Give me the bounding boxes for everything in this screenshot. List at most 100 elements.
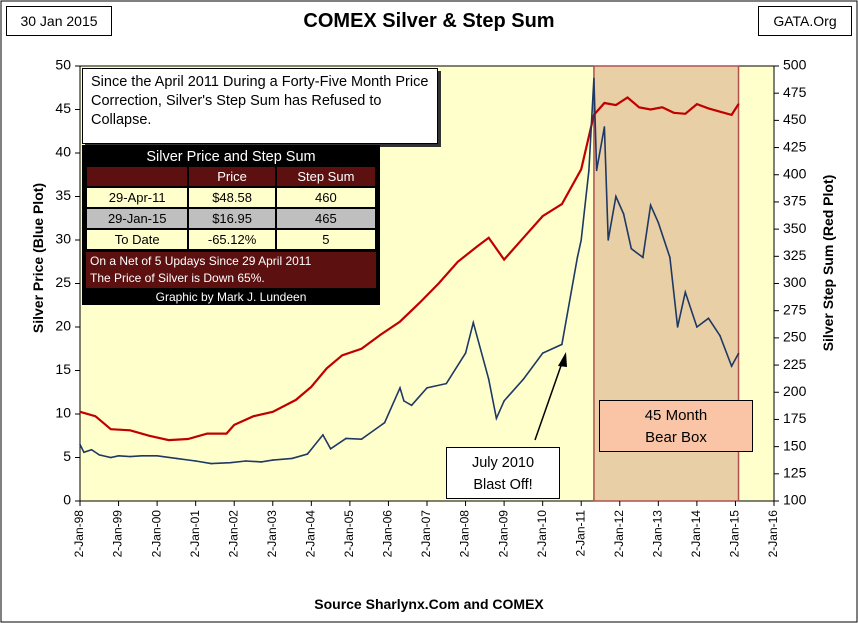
x-axis-ticks: 2-Jan-98 2-Jan-99 2-Jan-00 2-Jan-01 2-Jan-02… (72, 501, 780, 557)
step-sum-point (129, 429, 131, 432)
y-right-tick-label: 450 (783, 111, 807, 127)
column-header-empty (86, 166, 189, 187)
y-right-tick-label: 400 (783, 165, 807, 181)
step-sum-point (457, 260, 459, 263)
y-right-tick-label: 250 (783, 329, 807, 345)
silver-price-point (503, 400, 505, 402)
x-tick-label: 2-Jan-05 (342, 510, 356, 558)
silver-price-point (426, 387, 428, 389)
silver-price-point (383, 421, 386, 424)
step-sum-point (707, 107, 710, 110)
silver-price-point (657, 221, 660, 224)
step-sum-point (672, 111, 675, 114)
silver-price-point (684, 291, 687, 294)
silver-price-point (360, 438, 363, 441)
y-right-tick-label: 175 (783, 410, 807, 426)
step-sum-point (522, 237, 525, 239)
step-sum-point (360, 347, 363, 350)
y-right-tick-label: 100 (783, 492, 807, 508)
step-sum-point (603, 102, 606, 104)
y-left-tick-label: 40 (55, 144, 71, 160)
silver-price-point (345, 437, 347, 440)
y-right-tick-label: 300 (783, 274, 807, 290)
y-right-tick-label: 425 (783, 138, 807, 154)
silver-price-point (98, 454, 101, 456)
y-right-tick-label: 325 (783, 247, 807, 263)
table-row: 29-Jan-15 $16.95 465 (86, 208, 376, 229)
step-sum-point (341, 354, 343, 357)
silver-price-point (580, 239, 583, 241)
y-left-tick-label: 30 (55, 231, 71, 247)
silver-price-point (140, 454, 143, 457)
y-left-tick-label: 50 (55, 57, 71, 73)
y-left-tick-label: 20 (55, 318, 71, 334)
step-sum-point (737, 103, 740, 105)
silver-price-point (156, 454, 158, 457)
step-sum-point (638, 106, 640, 109)
y-left-tick-label: 25 (55, 274, 71, 290)
silver-price-point (322, 434, 324, 436)
row-label: 29-Apr-11 (86, 187, 189, 208)
step-sum-point (487, 237, 490, 239)
silver-price-point (244, 460, 247, 462)
table-row: 29-Apr-11 $48.58 460 (86, 187, 376, 208)
silver-price-point (399, 387, 401, 389)
silver-price-point (329, 448, 332, 450)
y-right-tick-label: 475 (783, 84, 807, 100)
x-tick-label: 2-Jan-09 (496, 510, 510, 558)
step-sum-point (399, 320, 401, 323)
row-price: $16.95 (188, 208, 276, 229)
silver-price-point (622, 213, 625, 215)
step-sum-point (206, 432, 209, 435)
step-sum-point (167, 439, 170, 441)
x-tick-label: 2-Jan-99 (111, 510, 125, 558)
y-right-tick-label: 350 (783, 220, 807, 236)
x-tick-label: 2-Jan-04 (304, 510, 318, 558)
silver-price-point (487, 378, 490, 381)
y-left-tick-label: 10 (55, 405, 71, 421)
step-sum-point (418, 302, 421, 304)
y-right-tick-label: 125 (783, 465, 807, 481)
stats-table-panel: Silver Price and Step Sum Price Step Sum… (82, 145, 380, 305)
step-sum-point (379, 333, 382, 336)
silver-price-point (719, 334, 721, 337)
silver-price-point (175, 457, 178, 460)
step-sum-point (79, 411, 81, 413)
site-label: GATA.Org (758, 6, 852, 36)
row-label: To Date (86, 229, 189, 250)
step-sum-point (649, 108, 652, 111)
row-price: $48.58 (188, 187, 276, 208)
x-tick-label: 2-Jan-16 (766, 510, 780, 558)
step-sum-point (730, 114, 733, 116)
stats-table-title: Silver Price and Step Sum (146, 148, 316, 165)
silver-price-point (676, 326, 679, 328)
silver-price-point (615, 195, 617, 198)
silver-price-point (129, 455, 131, 458)
y-axis-right-label: Silver Step Sum (Red Plot) (820, 174, 836, 352)
y-right-tick-label: 200 (783, 383, 807, 399)
silver-price-point (410, 404, 413, 407)
x-tick-label: 2-Jan-00 (149, 510, 163, 558)
stats-note: On a Net of 5 Updays Since 29 April 2011… (86, 252, 376, 288)
silver-price-point (117, 454, 120, 457)
step-sum-point (233, 424, 236, 426)
graphic-credit: Graphic by Mark J. Lundeen (155, 290, 307, 304)
step-sum-point (325, 367, 328, 370)
step-sum-point (593, 114, 595, 116)
step-sum-point (561, 203, 563, 205)
date-label: 30 Jan 2015 (6, 6, 112, 36)
x-tick-label: 2-Jan-02 (226, 510, 240, 558)
silver-price-point (603, 126, 606, 128)
step-sum-point (503, 258, 505, 261)
x-tick-label: 2-Jan-03 (265, 510, 279, 558)
july-arrow-head (558, 352, 567, 367)
silver-price-point (649, 204, 652, 206)
stats-table: Silver Price and Step Sum Price Step Sum… (86, 147, 376, 250)
silver-price-point (79, 443, 81, 446)
silver-price-point (306, 453, 309, 455)
silver-price-point (541, 352, 544, 354)
silver-price-point (593, 77, 595, 80)
x-tick-label: 2-Jan-14 (689, 510, 703, 558)
y-right-tick-label: 500 (783, 57, 807, 73)
silver-price-point (194, 460, 197, 462)
